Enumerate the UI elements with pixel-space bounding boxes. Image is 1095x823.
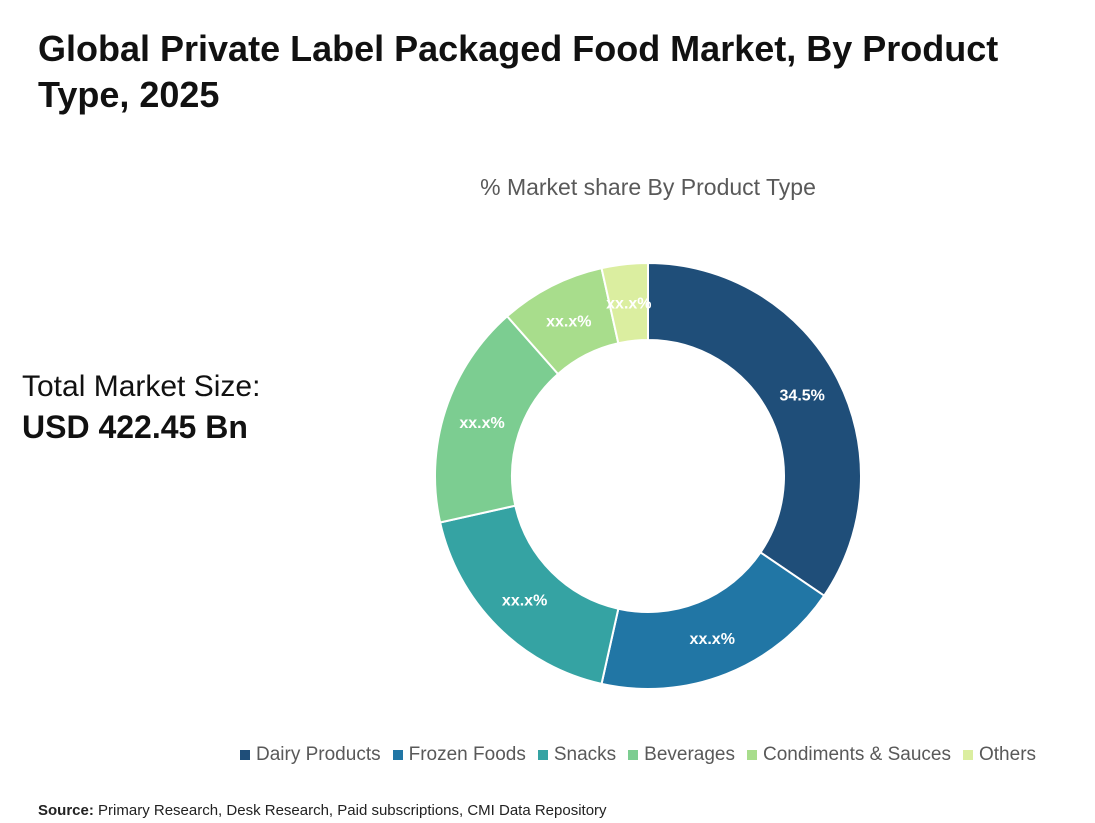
data-label-snacks: xx.x% bbox=[502, 592, 547, 609]
page-title: Global Private Label Packaged Food Marke… bbox=[38, 28, 999, 115]
data-label-dairy-products: 34.5% bbox=[780, 387, 825, 404]
legend-item-condiments-sauces: Condiments & Sauces bbox=[747, 744, 951, 766]
source-label: Source: bbox=[38, 802, 94, 819]
slice-dairy-products bbox=[647, 261, 862, 598]
data-label-others: xx.x% bbox=[606, 296, 651, 313]
market-size-block: Total Market Size: USD 422.45 Bn bbox=[22, 368, 260, 448]
legend-label: Frozen Foods bbox=[408, 744, 526, 765]
data-label-condiments-sauces: xx.x% bbox=[546, 314, 591, 331]
legend-swatch bbox=[628, 750, 639, 760]
legend-swatch bbox=[240, 750, 250, 760]
legend-label: Condiments & Sauces bbox=[763, 744, 951, 765]
legend-swatch bbox=[392, 750, 403, 760]
legend-label: Snacks bbox=[553, 744, 617, 765]
legend-label: Beverages bbox=[644, 744, 735, 765]
legend-swatch bbox=[747, 750, 757, 760]
legend-item-others: Others bbox=[963, 744, 1036, 766]
legend-item-dairy-products: Dairy Products bbox=[240, 744, 381, 766]
source-note: Source: Primary Research, Desk Research,… bbox=[38, 802, 607, 819]
legend-swatch bbox=[537, 750, 548, 760]
legend-item-beverages: Beverages bbox=[628, 744, 735, 766]
legend-item-snacks: Snacks bbox=[537, 744, 617, 766]
legend-label: Others bbox=[979, 744, 1037, 765]
source-text: Primary Research, Desk Research, Paid su… bbox=[98, 802, 607, 819]
data-label-frozen-foods: xx.x% bbox=[690, 631, 735, 648]
slice-frozen-foods bbox=[600, 551, 826, 690]
legend-label: Dairy Products bbox=[256, 744, 381, 765]
data-label-beverages: xx.x% bbox=[459, 415, 504, 432]
slice-others bbox=[600, 261, 649, 345]
market-size-label: Total Market Size: bbox=[22, 370, 261, 403]
legend-item-frozen-foods: Frozen Foods bbox=[392, 744, 526, 766]
chart-title: % Market share By Product Type bbox=[480, 174, 816, 200]
legend-swatch bbox=[963, 750, 973, 760]
chart-legend: Dairy Products Frozen Foods Snacks Bever… bbox=[240, 744, 1080, 766]
market-size-value: USD 422.45 Bn bbox=[22, 409, 248, 445]
